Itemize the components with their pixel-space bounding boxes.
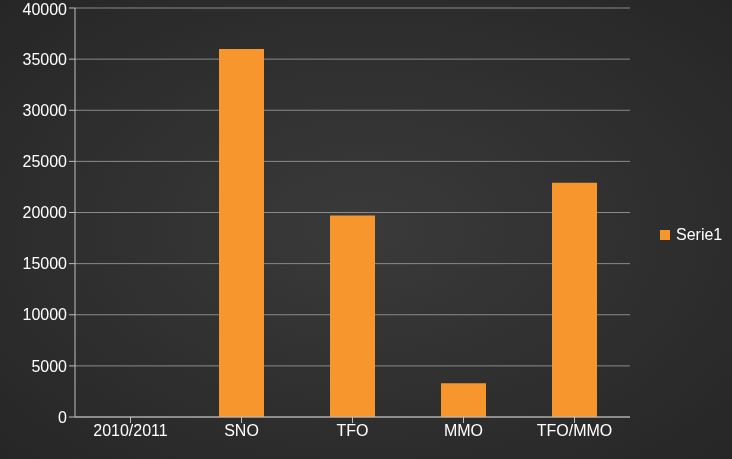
svg-text:SNO: SNO: [224, 422, 259, 439]
svg-text:5000: 5000: [31, 358, 67, 375]
svg-text:15000: 15000: [23, 255, 68, 272]
svg-text:TFO: TFO: [337, 422, 369, 439]
svg-text:10000: 10000: [23, 306, 68, 323]
svg-text:2010/2011: 2010/2011: [93, 422, 168, 439]
svg-text:40000: 40000: [23, 1, 68, 18]
svg-text:30000: 30000: [23, 102, 68, 119]
svg-text:0: 0: [58, 409, 67, 426]
svg-text:20000: 20000: [23, 204, 68, 221]
svg-text:25000: 25000: [23, 153, 68, 170]
svg-text:MMO: MMO: [444, 422, 483, 439]
html-text:Serie1: Serie1: [676, 226, 723, 243]
svg-text:TFO/MMO: TFO/MMO: [537, 422, 613, 439]
svg-text:35000: 35000: [23, 51, 68, 68]
